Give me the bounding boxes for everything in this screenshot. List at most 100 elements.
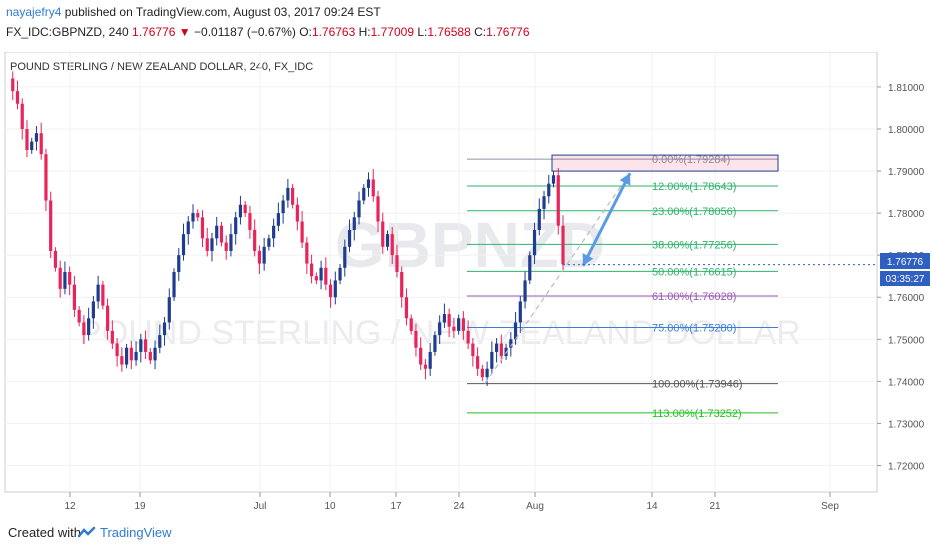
candle-body [106,305,110,331]
candle-body [556,175,560,226]
candle-body [143,339,148,352]
y-tick-label: 1.73000 [888,419,925,430]
candle-body [286,187,290,201]
candle-body [319,267,323,281]
candle-body [257,250,262,264]
candle-body [518,301,522,323]
trend-line[interactable] [484,184,623,384]
y-tick-label: 1.74000 [888,377,925,388]
author-link[interactable]: nayajefry4 [6,5,62,19]
close-label: C: [474,25,487,39]
candle-body [371,179,375,197]
candle-body [276,213,280,226]
candle-body [347,229,352,247]
double-arrow-line[interactable] [581,172,632,267]
fib-level-label: 61.00%(1.76028) [652,291,736,303]
low-label: L: [417,25,428,39]
candle-body [419,347,423,365]
candle-body [352,217,356,230]
candle-body [186,221,190,235]
y-tick-label: 1.72000 [888,461,925,472]
candle-body [44,154,48,201]
candle-body [300,221,304,243]
candle-body [58,267,62,289]
fib-level-label: 50.00%(1.76615) [652,266,736,278]
down-arrow-icon: ▼ [178,25,191,39]
y-tick-label: 1.76000 [888,293,925,304]
price-chart[interactable]: GBPNZD POUND STERLING / NEW ZEALAND DOLL… [0,51,932,512]
candle-body [452,326,456,331]
candle-body [177,255,181,272]
candle-body [404,297,409,319]
candle-body [314,276,318,281]
candle-body [291,187,295,205]
candle-body [243,204,247,214]
plot-area[interactable] [4,51,878,493]
candle-body [87,318,91,336]
candle-body [551,175,556,184]
candle-body [442,314,447,323]
candle-body [191,213,195,222]
candle-body [532,229,537,256]
symbol-line: FX_IDC:GBPNZD, 240 1.76776 ▼ −0.01187 (−… [6,25,530,39]
fib-level-label: 38.00%(1.77256) [652,239,736,251]
target-zone-box[interactable] [551,154,779,172]
candle-body [499,343,503,357]
candle-body [53,250,58,268]
candle-body [153,347,157,361]
candle-body [309,263,314,277]
fib-level-label: 0.00%(1.79284) [652,154,730,166]
y-tick-label: 1.79000 [888,167,925,178]
candle-body [281,200,285,214]
last-price-tag-label: 1.76776 [887,257,924,268]
candle-body [120,356,124,365]
candle-body [509,339,513,348]
candle-body [205,238,209,251]
tradingview-logo-icon [78,526,96,538]
candle-body [134,351,138,361]
candle-body [376,196,380,222]
candle-body [542,196,546,209]
x-tick-label: 10 [324,501,336,512]
candle-body [253,229,257,251]
symbol-label: FX_IDC:GBPNZD, 240 [6,25,129,39]
candle-body [338,267,342,281]
x-tick-label: 14 [646,501,658,512]
candle-body [72,284,77,310]
candle-body [162,322,167,336]
candle-body [476,356,480,369]
candle-body [39,133,43,155]
x-tick-label: Aug [526,501,544,512]
open-value: 1.76763 [311,25,356,39]
candle-body [30,141,34,151]
tradingview-brand[interactable]: TradingView [100,525,172,540]
x-tick-label: 19 [134,501,146,512]
candle-body [172,272,176,298]
candle-body [167,297,171,323]
candle-body [423,364,428,369]
candle-body [63,272,67,289]
arrow-head-icon [619,173,631,186]
candle-body [49,200,53,251]
chart-container[interactable]: GBPNZD POUND STERLING / NEW ZEALAND DOLL… [0,51,932,512]
publish-text: published on TradingView.com, August 03,… [64,5,381,19]
candle-body [229,234,233,251]
candle-body [537,208,541,230]
candle-body [528,255,532,281]
candle-body [362,187,366,201]
candle-body [385,234,390,247]
candle-body [25,128,29,151]
candle-body [471,343,475,357]
x-tick-label: Sep [821,501,839,512]
high-value: 1.77009 [370,25,415,39]
candle-body [428,351,432,369]
candle-body [248,213,252,230]
chart-header: nayajefry4 published on TradingView.com,… [0,0,932,48]
x-tick-label: 12 [64,501,76,512]
footer: Created with TradingView [0,514,932,550]
candle-body [395,255,399,272]
candle-body [400,272,404,298]
candle-body [215,225,219,239]
x-tick-label: Jul [254,501,267,512]
candle-body [490,351,494,369]
